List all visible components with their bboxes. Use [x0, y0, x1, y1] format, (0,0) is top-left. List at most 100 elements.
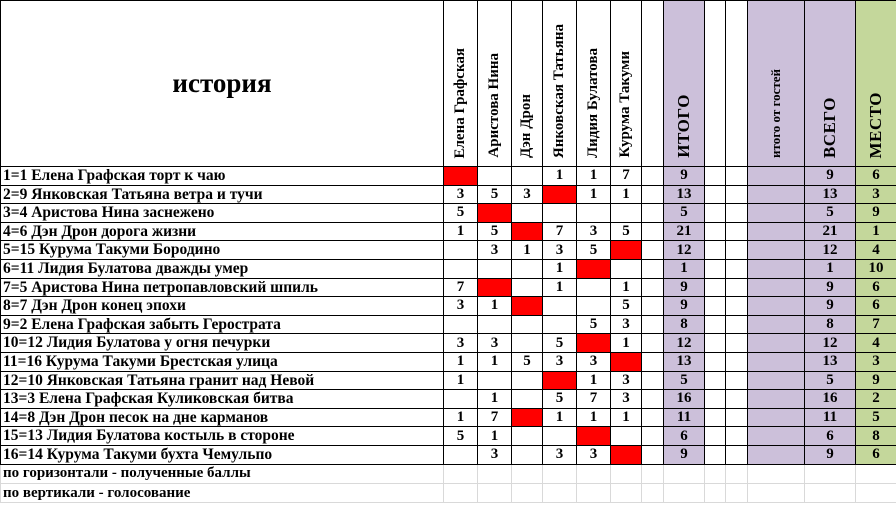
- vote-cell[interactable]: 3: [477, 444, 512, 465]
- itogo-cell[interactable]: 9: [663, 296, 705, 316]
- empty-grid-cell[interactable]: [511, 482, 543, 504]
- vote-cell[interactable]: 1: [443, 351, 478, 372]
- vote-cell[interactable]: 1: [610, 333, 642, 353]
- spacer-cell[interactable]: [704, 166, 726, 186]
- vote-cell[interactable]: [511, 426, 543, 446]
- mesto-cell[interactable]: 1: [855, 221, 896, 242]
- vote-cell[interactable]: 5: [542, 389, 577, 409]
- vote-cell[interactable]: 3: [542, 444, 577, 465]
- empty-grid-cell[interactable]: [576, 482, 611, 504]
- guests-cell[interactable]: [747, 370, 805, 391]
- self-vote-cell[interactable]: [610, 351, 642, 372]
- spacer-cell[interactable]: [725, 314, 748, 335]
- mesto-cell[interactable]: 5: [855, 407, 896, 428]
- self-vote-cell[interactable]: [610, 444, 642, 465]
- guests-cell[interactable]: [747, 426, 805, 446]
- empty-grid-cell[interactable]: [511, 463, 543, 484]
- spacer-cell[interactable]: [725, 184, 748, 205]
- guests-cell[interactable]: [747, 314, 805, 335]
- vote-cell[interactable]: 1: [477, 426, 512, 446]
- vote-cell[interactable]: 3: [477, 240, 512, 260]
- empty-grid-cell[interactable]: [443, 482, 478, 504]
- mesto-cell[interactable]: 4: [855, 240, 896, 260]
- vote-cell[interactable]: [542, 296, 577, 316]
- spacer-cell[interactable]: [725, 370, 748, 391]
- vote-cell[interactable]: 1: [443, 221, 478, 242]
- vsego-cell[interactable]: 6: [804, 426, 856, 446]
- spacer-cell[interactable]: [725, 296, 748, 316]
- col-header-itogo[interactable]: ИТОГО: [663, 0, 705, 167]
- mesto-cell[interactable]: 10: [855, 258, 896, 279]
- vote-cell[interactable]: [610, 203, 642, 223]
- spacer-cell[interactable]: [641, 166, 664, 186]
- empty-grid-cell[interactable]: [443, 463, 478, 484]
- spacer-cell[interactable]: [704, 351, 726, 372]
- guests-cell[interactable]: [747, 407, 805, 428]
- empty-grid-cell[interactable]: [855, 482, 896, 504]
- vote-cell[interactable]: 3: [443, 333, 478, 353]
- voter-header-0[interactable]: Елена Графская: [443, 0, 478, 167]
- self-vote-cell[interactable]: [477, 203, 512, 223]
- itogo-cell[interactable]: 13: [663, 184, 705, 205]
- entry-label[interactable]: 8=7 Дэн Дрон конец эпохи: [0, 296, 444, 316]
- vote-cell[interactable]: 5: [511, 351, 543, 372]
- entry-label[interactable]: 3=4 Аристова Нина заснежено: [0, 203, 444, 223]
- empty-grid-cell[interactable]: [725, 482, 748, 504]
- voter-header-4[interactable]: Лидия Булатова: [576, 0, 611, 167]
- vote-cell[interactable]: 5: [576, 314, 611, 335]
- vote-cell[interactable]: 7: [443, 277, 478, 298]
- vote-cell[interactable]: [443, 314, 478, 335]
- spacer-cell[interactable]: [641, 184, 664, 205]
- empty-grid-cell[interactable]: [704, 482, 726, 504]
- empty-grid-cell[interactable]: [610, 482, 642, 504]
- empty-grid-cell[interactable]: [542, 482, 577, 504]
- empty-grid-cell[interactable]: [477, 482, 512, 504]
- itogo-cell[interactable]: 12: [663, 240, 705, 260]
- itogo-cell[interactable]: 9: [663, 444, 705, 465]
- vote-cell[interactable]: 1: [511, 240, 543, 260]
- itogo-cell[interactable]: 5: [663, 370, 705, 391]
- empty-grid-cell[interactable]: [663, 463, 705, 484]
- entry-label[interactable]: 12=10 Янковская Татьяна гранит над Невой: [0, 370, 444, 391]
- itogo-cell[interactable]: 9: [663, 166, 705, 186]
- spacer-cell[interactable]: [641, 389, 664, 409]
- vote-cell[interactable]: [477, 258, 512, 279]
- spacer-cell[interactable]: [725, 351, 748, 372]
- vote-cell[interactable]: 3: [443, 184, 478, 205]
- vote-cell[interactable]: 3: [542, 351, 577, 372]
- vote-cell[interactable]: [477, 370, 512, 391]
- itogo-cell[interactable]: 9: [663, 277, 705, 298]
- spacer-cell[interactable]: [725, 277, 748, 298]
- spacer-cell[interactable]: [641, 370, 664, 391]
- spacer-cell[interactable]: [641, 351, 664, 372]
- vote-cell[interactable]: 1: [443, 407, 478, 428]
- mesto-cell[interactable]: 7: [855, 314, 896, 335]
- vote-cell[interactable]: 1: [477, 296, 512, 316]
- empty-grid-cell[interactable]: [477, 463, 512, 484]
- empty-grid-cell[interactable]: [804, 463, 856, 484]
- vote-cell[interactable]: 1: [542, 166, 577, 186]
- self-vote-cell[interactable]: [576, 333, 611, 353]
- self-vote-cell[interactable]: [576, 258, 611, 279]
- spacer-cell[interactable]: [725, 166, 748, 186]
- spacer-header-1[interactable]: [641, 0, 664, 167]
- spacer-cell[interactable]: [704, 240, 726, 260]
- guests-cell[interactable]: [747, 258, 805, 279]
- vote-cell[interactable]: 1: [610, 407, 642, 428]
- guests-cell[interactable]: [747, 203, 805, 223]
- vote-cell[interactable]: 7: [610, 166, 642, 186]
- spacer-cell[interactable]: [704, 314, 726, 335]
- self-vote-cell[interactable]: [511, 296, 543, 316]
- spacer-cell[interactable]: [641, 426, 664, 446]
- empty-grid-cell[interactable]: [725, 463, 748, 484]
- vote-cell[interactable]: 3: [511, 184, 543, 205]
- spacer-cell[interactable]: [641, 240, 664, 260]
- spacer-cell[interactable]: [725, 203, 748, 223]
- guests-cell[interactable]: [747, 184, 805, 205]
- col-header-guests[interactable]: итого от гостей: [747, 0, 805, 167]
- vote-cell[interactable]: [511, 370, 543, 391]
- empty-grid-cell[interactable]: [641, 482, 664, 504]
- vote-cell[interactable]: [511, 203, 543, 223]
- vote-cell[interactable]: 1: [542, 277, 577, 298]
- vote-cell[interactable]: 1: [576, 407, 611, 428]
